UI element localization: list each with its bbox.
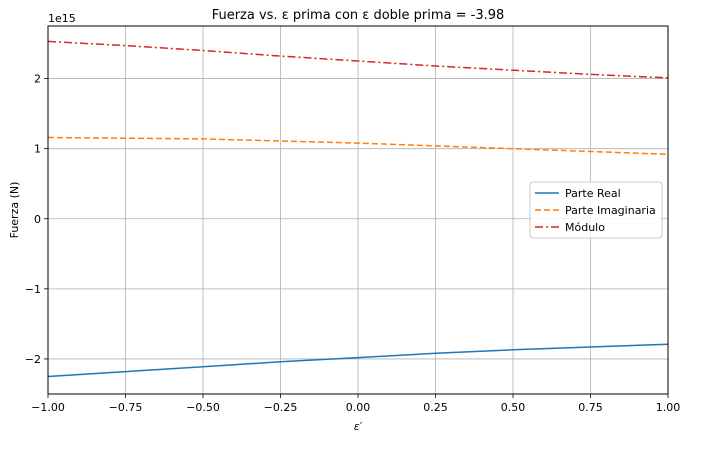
x-axis-label: ε′ (354, 420, 363, 433)
x-tick-label: −0.75 (109, 401, 143, 414)
legend-label: Módulo (565, 221, 605, 234)
series-line-1 (47, 136, 669, 156)
y-tick-label: 1 (34, 143, 41, 156)
legend-label: Parte Imaginaria (565, 204, 656, 217)
y-axis: −2 −1 0 1 2 (25, 73, 48, 366)
x-tick-label: 0.75 (578, 401, 603, 414)
y-tick-label: −1 (25, 283, 41, 296)
y-tick-label: 2 (34, 73, 41, 86)
x-tick-label: −0.25 (264, 401, 298, 414)
x-axis: −1.00 −0.75 −0.50 −0.25 0.00 0.25 0.50 0.75 1.00 (31, 394, 680, 414)
x-tick-label: 0.25 (423, 401, 448, 414)
legend-label: Parte Real (565, 187, 621, 200)
x-tick-label: 0.00 (346, 401, 371, 414)
y-axis-label: Fuerza (N) (8, 182, 21, 239)
series-group (47, 40, 669, 378)
x-tick-label: 1.00 (656, 401, 681, 414)
x-tick-label: −1.00 (31, 401, 65, 414)
legend: Parte Real Parte Imaginaria Módulo (529, 181, 663, 239)
y-tick-label: −2 (25, 353, 41, 366)
legend-box (529, 181, 663, 239)
x-tick-label: 0.50 (501, 401, 526, 414)
chart-title: Fuerza vs. ε prima con ε doble prima = -… (212, 8, 505, 23)
series-line-0 (47, 343, 669, 378)
series-line-2 (47, 40, 669, 79)
y-tick-label: 0 (34, 213, 41, 226)
y-offset-label: 1e15 (48, 12, 76, 25)
x-tick-label: −0.50 (186, 401, 220, 414)
